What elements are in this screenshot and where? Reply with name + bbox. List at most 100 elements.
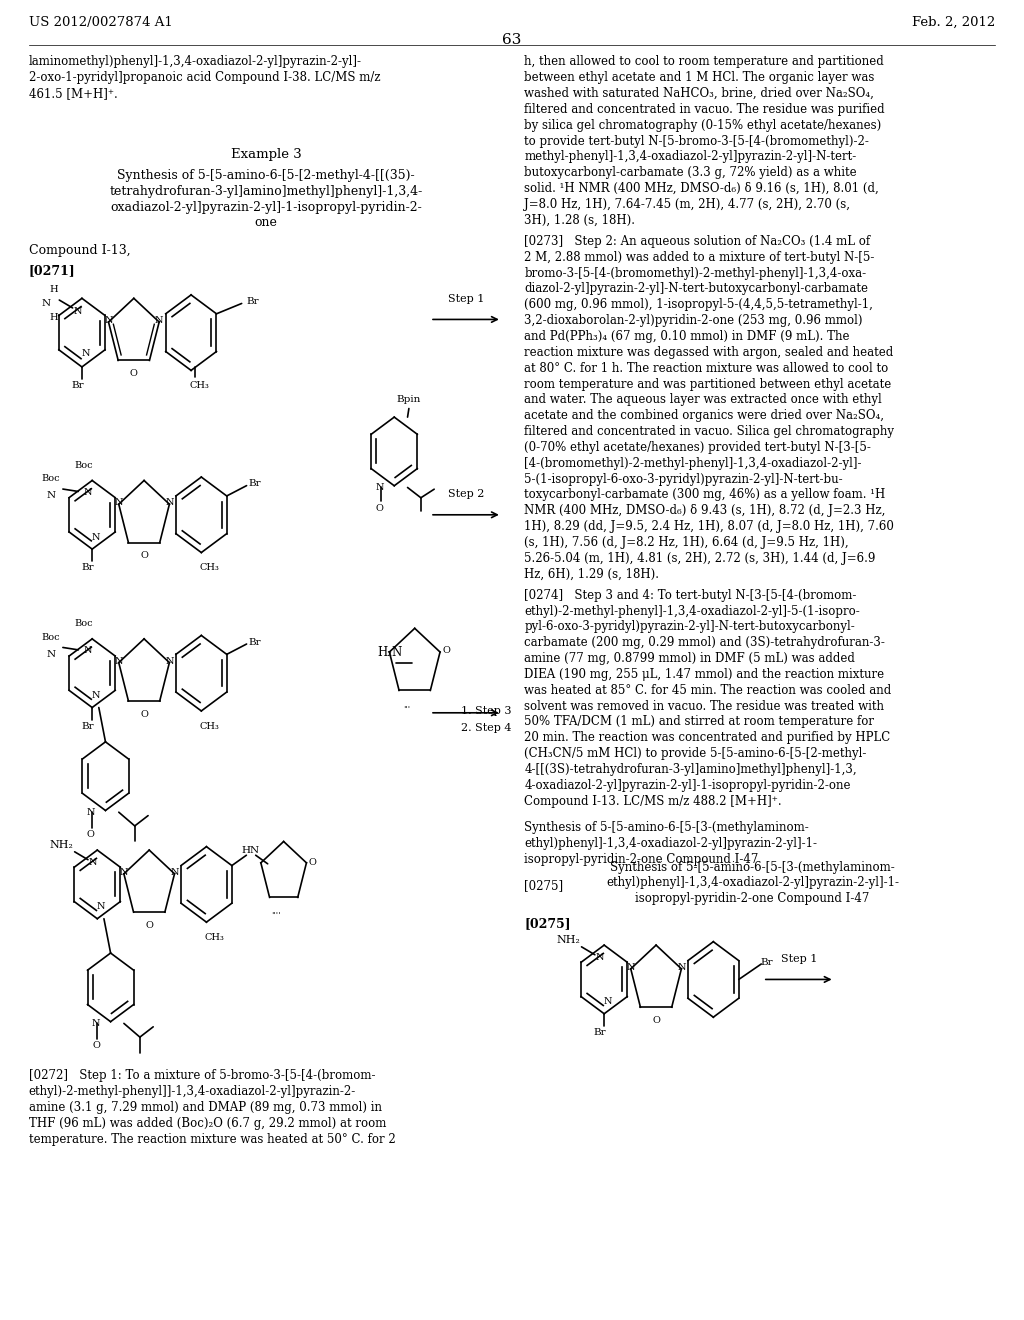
Text: Step 2: Step 2 [447, 488, 484, 499]
Text: H: H [49, 313, 58, 322]
Text: N: N [604, 997, 612, 1006]
Text: Boc: Boc [42, 474, 60, 483]
Text: O: O [145, 921, 154, 931]
Text: Br: Br [246, 297, 259, 306]
Text: NMR (400 MHz, DMSO-d₆) δ 9.43 (s, 1H), 8.72 (d, J=2.3 Hz,: NMR (400 MHz, DMSO-d₆) δ 9.43 (s, 1H), 8… [524, 504, 886, 517]
Text: N: N [115, 498, 123, 507]
Text: h, then allowed to cool to room temperature and partitioned: h, then allowed to cool to room temperat… [524, 55, 884, 69]
Text: one: one [255, 216, 278, 230]
Text: NH₂: NH₂ [556, 935, 581, 945]
Text: H: H [49, 285, 58, 294]
Text: Feb. 2, 2012: Feb. 2, 2012 [912, 16, 995, 29]
Text: N: N [97, 902, 105, 911]
Text: tetrahydrofuran-3-yl]amino]methyl]phenyl]-1,3,4-: tetrahydrofuran-3-yl]amino]methyl]phenyl… [110, 185, 423, 198]
Text: N: N [92, 1019, 100, 1028]
Text: at 80° C. for 1 h. The reaction mixture was allowed to cool to: at 80° C. for 1 h. The reaction mixture … [524, 362, 889, 375]
Text: Synthesis of 5-[5-amino-6-[5-[3-(methylaminom-: Synthesis of 5-[5-amino-6-[5-[3-(methyla… [610, 861, 895, 874]
Text: 50% TFA/DCM (1 mL) and stirred at room temperature for: 50% TFA/DCM (1 mL) and stirred at room t… [524, 715, 874, 729]
Text: by silica gel chromatography (0-15% ethyl acetate/hexanes): by silica gel chromatography (0-15% ethy… [524, 119, 882, 132]
Text: CH₃: CH₃ [200, 722, 219, 731]
Text: O: O [140, 710, 148, 719]
Text: N: N [92, 690, 100, 700]
Text: CH₃: CH₃ [200, 564, 219, 573]
Text: Br: Br [248, 479, 261, 488]
Text: (s, 1H), 7.56 (d, J=8.2 Hz, 1H), 6.64 (d, J=9.5 Hz, 1H),: (s, 1H), 7.56 (d, J=8.2 Hz, 1H), 6.64 (d… [524, 536, 849, 549]
Text: N: N [165, 656, 174, 665]
Text: pyl-6-oxo-3-pyridyl)pyrazin-2-yl]-N-tert-butoxycarbonyl-: pyl-6-oxo-3-pyridyl)pyrazin-2-yl]-N-tert… [524, 620, 855, 634]
Text: 1H), 8.29 (dd, J=9.5, 2.4 Hz, 1H), 8.07 (d, J=8.0 Hz, 1H), 7.60: 1H), 8.29 (dd, J=9.5, 2.4 Hz, 1H), 8.07 … [524, 520, 894, 533]
Text: amine (77 mg, 0.8799 mmol) in DMF (5 mL) was added: amine (77 mg, 0.8799 mmol) in DMF (5 mL)… [524, 652, 855, 665]
Text: solid. ¹H NMR (400 MHz, DMSO-d₆) δ 9.16 (s, 1H), 8.01 (d,: solid. ¹H NMR (400 MHz, DMSO-d₆) δ 9.16 … [524, 182, 879, 195]
Text: washed with saturated NaHCO₃, brine, dried over Na₂SO₄,: washed with saturated NaHCO₃, brine, dri… [524, 87, 874, 100]
Text: N: N [41, 298, 50, 308]
Text: was heated at 85° C. for 45 min. The reaction was cooled and: was heated at 85° C. for 45 min. The rea… [524, 684, 892, 697]
Text: N: N [87, 808, 95, 817]
Text: [4-(bromomethyl)-2-methyl-phenyl]-1,3,4-oxadiazol-2-yl]-: [4-(bromomethyl)-2-methyl-phenyl]-1,3,4-… [524, 457, 862, 470]
Text: 63: 63 [503, 33, 521, 48]
Text: N: N [46, 649, 55, 659]
Text: DIEA (190 mg, 255 μL, 1.47 mmol) and the reaction mixture: DIEA (190 mg, 255 μL, 1.47 mmol) and the… [524, 668, 885, 681]
Text: 4-[[(3S)-tetrahydrofuran-3-yl]amino]methyl]phenyl]-1,3,: 4-[[(3S)-tetrahydrofuran-3-yl]amino]meth… [524, 763, 857, 776]
Text: O: O [376, 503, 384, 512]
Text: bromo-3-[5-[4-(bromomethyl)-2-methyl-phenyl]-1,3,4-oxa-: bromo-3-[5-[4-(bromomethyl)-2-methyl-phe… [524, 267, 866, 280]
Text: filtered and concentrated in vacuo. The residue was purified: filtered and concentrated in vacuo. The … [524, 103, 885, 116]
Text: N: N [104, 315, 113, 325]
Text: O: O [87, 830, 95, 840]
Text: O: O [652, 1016, 660, 1026]
Text: oxadiazol-2-yl]pyrazin-2-yl]-1-isopropyl-pyridin-2-: oxadiazol-2-yl]pyrazin-2-yl]-1-isopropyl… [111, 201, 422, 214]
Text: 2-oxo-1-pyridyl]propanoic acid Compound I-38. LC/MS m/z: 2-oxo-1-pyridyl]propanoic acid Compound … [29, 71, 380, 84]
Text: (CH₃CN/5 mM HCl) to provide 5-[5-amino-6-[5-[2-methyl-: (CH₃CN/5 mM HCl) to provide 5-[5-amino-6… [524, 747, 866, 760]
Text: O: O [140, 552, 148, 561]
Text: [0273]   Step 2: An aqueous solution of Na₂CO₃ (1.4 mL of: [0273] Step 2: An aqueous solution of Na… [524, 235, 870, 248]
Text: N: N [89, 858, 97, 867]
Text: Br: Br [760, 958, 773, 966]
Text: N: N [120, 867, 128, 876]
Text: Br: Br [72, 381, 84, 391]
Text: N: N [46, 491, 55, 500]
Text: toxycarbonyl-carbamate (300 mg, 46%) as a yellow foam. ¹H: toxycarbonyl-carbamate (300 mg, 46%) as … [524, 488, 886, 502]
Text: O: O [309, 858, 316, 867]
Text: CH₃: CH₃ [205, 933, 224, 942]
Text: H₂N: H₂N [378, 645, 402, 659]
Text: Bpin: Bpin [396, 396, 421, 404]
Text: CH₃: CH₃ [189, 381, 209, 391]
Text: [0275]: [0275] [524, 879, 563, 892]
Text: solvent was removed in vacuo. The residue was treated with: solvent was removed in vacuo. The residu… [524, 700, 885, 713]
Text: 5.26-5.04 (m, 1H), 4.81 (s, 2H), 2.72 (s, 3H), 1.44 (d, J=6.9: 5.26-5.04 (m, 1H), 4.81 (s, 2H), 2.72 (s… [524, 552, 876, 565]
Text: Step 1: Step 1 [780, 953, 817, 964]
Text: O: O [130, 370, 138, 379]
Text: O: O [442, 645, 451, 655]
Text: Br: Br [594, 1028, 606, 1038]
Text: room temperature and was partitioned between ethyl acetate: room temperature and was partitioned bet… [524, 378, 892, 391]
Text: Boc: Boc [75, 619, 93, 628]
Text: N: N [165, 498, 174, 507]
Text: 3H), 1.28 (s, 18H).: 3H), 1.28 (s, 18H). [524, 214, 635, 227]
Text: Br: Br [82, 722, 94, 731]
Text: laminomethyl)phenyl]-1,3,4-oxadiazol-2-yl]pyrazin-2-yl]-: laminomethyl)phenyl]-1,3,4-oxadiazol-2-y… [29, 55, 361, 69]
Text: N: N [92, 532, 100, 541]
Text: and Pd(PPh₃)₄ (67 mg, 0.10 mmol) in DMF (9 mL). The: and Pd(PPh₃)₄ (67 mg, 0.10 mmol) in DMF … [524, 330, 850, 343]
Text: Example 3: Example 3 [230, 148, 302, 161]
Text: ethyl)-2-methyl-phenyl]-1,3,4-oxadiazol-2-yl]-5-(1-isopro-: ethyl)-2-methyl-phenyl]-1,3,4-oxadiazol-… [524, 605, 860, 618]
Text: ethyl)phenyl]-1,3,4-oxadiazol-2-yl]pyrazin-2-yl]-1-: ethyl)phenyl]-1,3,4-oxadiazol-2-yl]pyraz… [606, 876, 899, 890]
Text: THF (96 mL) was added (Boc)₂O (6.7 g, 29.2 mmol) at room: THF (96 mL) was added (Boc)₂O (6.7 g, 29… [29, 1117, 386, 1130]
Text: N: N [627, 962, 635, 972]
Text: Br: Br [248, 638, 261, 647]
Text: N: N [84, 647, 92, 656]
Text: Boc: Boc [75, 461, 93, 470]
Text: [0275]: [0275] [524, 917, 571, 931]
Text: reaction mixture was degassed with argon, sealed and heated: reaction mixture was degassed with argon… [524, 346, 894, 359]
Text: N: N [82, 350, 90, 359]
Text: Synthesis of 5-[5-amino-6-[5-[2-methyl-4-[[(35)-: Synthesis of 5-[5-amino-6-[5-[2-methyl-4… [118, 169, 415, 182]
Text: between ethyl acetate and 1 M HCl. The organic layer was: between ethyl acetate and 1 M HCl. The o… [524, 71, 874, 84]
Text: and water. The aqueous layer was extracted once with ethyl: and water. The aqueous layer was extract… [524, 393, 882, 407]
Text: N: N [677, 962, 686, 972]
Text: (0-70% ethyl acetate/hexanes) provided tert-butyl N-[3-[5-: (0-70% ethyl acetate/hexanes) provided t… [524, 441, 871, 454]
Text: Boc: Boc [42, 632, 60, 642]
Text: J=8.0 Hz, 1H), 7.64-7.45 (m, 2H), 4.77 (s, 2H), 2.70 (s,: J=8.0 Hz, 1H), 7.64-7.45 (m, 2H), 4.77 (… [524, 198, 850, 211]
Text: N: N [84, 488, 92, 498]
Text: 1. Step 3: 1. Step 3 [461, 706, 511, 717]
Text: acetate and the combined organics were dried over Na₂SO₄,: acetate and the combined organics were d… [524, 409, 885, 422]
Text: '''': '''' [271, 911, 281, 919]
Text: isopropyl-pyridin-2-one Compound I-47: isopropyl-pyridin-2-one Compound I-47 [524, 853, 759, 866]
